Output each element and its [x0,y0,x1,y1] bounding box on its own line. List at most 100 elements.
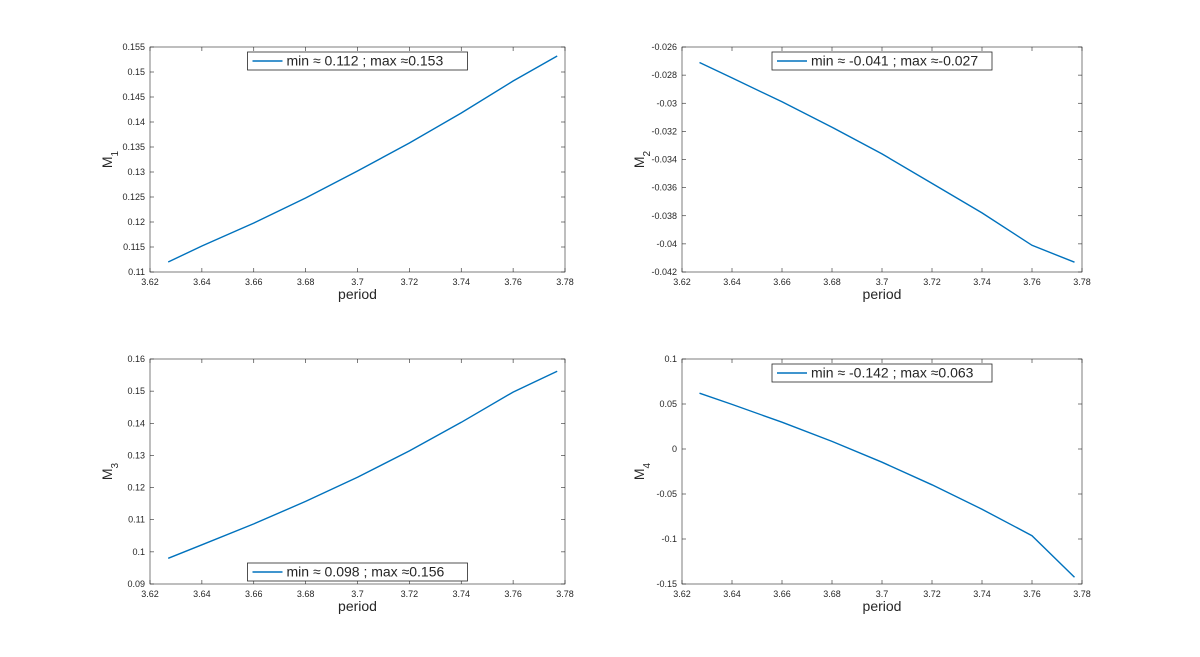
y-tick-label: 0.09 [127,579,145,589]
x-tick-label: 3.76 [1023,589,1041,599]
y-tick-label: 0.135 [122,142,145,152]
x-tick-label: 3.64 [723,589,741,599]
y-tick-label: -0.032 [651,126,677,136]
x-tick-label: 3.76 [1023,277,1041,287]
subplot-2: 3.62 3.64 3.66 3.68 3.7 3.72 3.74 3.76 3.78 -0.04… [631,42,1091,302]
y-tick-label: 0.15 [127,67,145,77]
x-tick-label: 3.7 [351,277,364,287]
x-tick-label: 3.72 [401,277,419,287]
legend: min ≈ 0.098 ; max ≈0.156 [247,562,468,582]
y-tick-label: 0.11 [128,515,145,525]
axes-box [681,358,1083,585]
y-axis-label-main: M [99,468,115,480]
x-tick-label: 3.78 [1073,589,1091,599]
y-axis-label-main: M [99,156,115,168]
legend-box [247,51,468,71]
x-tick-label: 3.68 [297,277,315,287]
x-tick-label: 3.64 [193,277,211,287]
x-tick-label: 3.64 [193,589,211,599]
y-axis-label-main: M [631,468,647,480]
y-axis-label-subscript: 3 [110,462,121,468]
legend: min ≈ -0.142 ; max ≈0.063 [771,363,993,383]
y-tick-label: -0.026 [651,42,677,52]
x-tick-label: 3.7 [876,277,889,287]
y-tick-label: 0.13 [127,450,145,460]
y-tick-label: -0.028 [651,70,677,80]
y-tick-label: -0.042 [651,267,677,277]
x-tick-label: 3.76 [504,277,522,287]
axes-box [149,46,566,273]
y-tick-label: 0.115 [123,242,145,252]
series-line [699,392,1075,578]
y-tick-label: 0.14 [127,418,145,428]
y-tick-label: 0 [672,444,677,454]
x-tick-label: 3.72 [923,277,941,287]
y-tick-label: -0.15 [656,579,677,589]
y-axis-label: M4 [631,462,653,480]
y-axis-label-subscript: 1 [110,150,121,156]
y-axis-label-subscript: 4 [642,462,653,468]
y-axis-label: M2 [631,150,653,168]
y-tick-label: 0.13 [127,167,145,177]
axes-box [149,358,566,585]
y-tick-label: 0.155 [122,42,145,52]
y-tick-label: -0.034 [651,155,677,165]
x-tick-label: 3.78 [556,277,574,287]
y-tick-label: -0.04 [656,239,677,249]
legend: min ≈ 0.112 ; max ≈0.153 [247,51,468,71]
y-tick-label: 0.05 [659,399,677,409]
y-tick-label: 0.11 [128,267,145,277]
x-tick-label: 3.72 [923,589,941,599]
legend: min ≈ -0.041 ; max ≈-0.027 [771,51,993,71]
y-tick-label: 0.16 [127,354,145,364]
x-tick-label: 3.68 [823,589,841,599]
x-tick-label: 3.76 [504,589,522,599]
x-tick-label: 3.7 [351,589,364,599]
legend-box [771,363,993,383]
x-tick-label: 3.62 [141,589,159,599]
y-tick-label: 0.15 [127,386,145,396]
x-axis-label: period [863,286,902,302]
y-tick-label: 0.145 [122,92,145,102]
y-axis-label-main: M [631,156,647,168]
x-tick-label: 3.62 [141,277,159,287]
x-tick-label: 3.62 [673,277,691,287]
y-tick-label: -0.03 [656,98,677,108]
y-axis-label: M3 [99,462,121,480]
x-tick-label: 3.66 [245,277,263,287]
series-line [699,61,1075,263]
legend-label: min ≈ 0.098 ; max ≈0.156 [287,564,445,580]
x-tick-label: 3.62 [673,589,691,599]
x-tick-label: 3.64 [723,277,741,287]
y-tick-label: 0.14 [127,117,145,127]
x-axis-label: period [338,286,377,302]
x-tick-label: 3.68 [297,589,315,599]
legend-box [247,562,468,582]
subplot-4: 3.62 3.64 3.66 3.68 3.7 3.72 3.74 3.76 3.78 -0.15… [631,354,1091,614]
legend-box [771,51,993,71]
subplot-1: 3.62 3.64 3.66 3.68 3.7 3.72 3.74 3.76 3.78 0.11 0… [99,42,574,302]
x-tick-label: 3.68 [823,277,841,287]
y-tick-label: -0.05 [656,489,677,499]
legend-label: min ≈ -0.142 ; max ≈0.063 [811,365,974,381]
subplot-3: 3.62 3.64 3.66 3.68 3.7 3.72 3.74 3.76 3.78 0.09 0… [99,354,574,614]
x-tick-label: 3.78 [1073,277,1091,287]
y-tick-label: -0.038 [651,211,677,221]
x-axis-label: period [863,598,902,614]
y-axis-label: M1 [99,150,121,168]
y-tick-label: 0.125 [122,192,145,202]
y-tick-label: 0.1 [132,547,145,557]
y-tick-label: 0.12 [127,217,145,227]
x-tick-label: 3.74 [973,589,991,599]
y-tick-label: -0.036 [651,183,677,193]
x-tick-label: 3.66 [245,589,263,599]
x-axis-label: period [338,598,377,614]
y-tick-label: -0.1 [661,534,677,544]
x-tick-label: 3.66 [773,277,791,287]
x-tick-label: 3.66 [773,589,791,599]
x-tick-label: 3.74 [452,589,470,599]
y-axis-label-subscript: 2 [642,150,653,156]
x-tick-label: 3.7 [876,589,889,599]
x-tick-label: 3.78 [556,589,574,599]
series-line [167,370,558,559]
